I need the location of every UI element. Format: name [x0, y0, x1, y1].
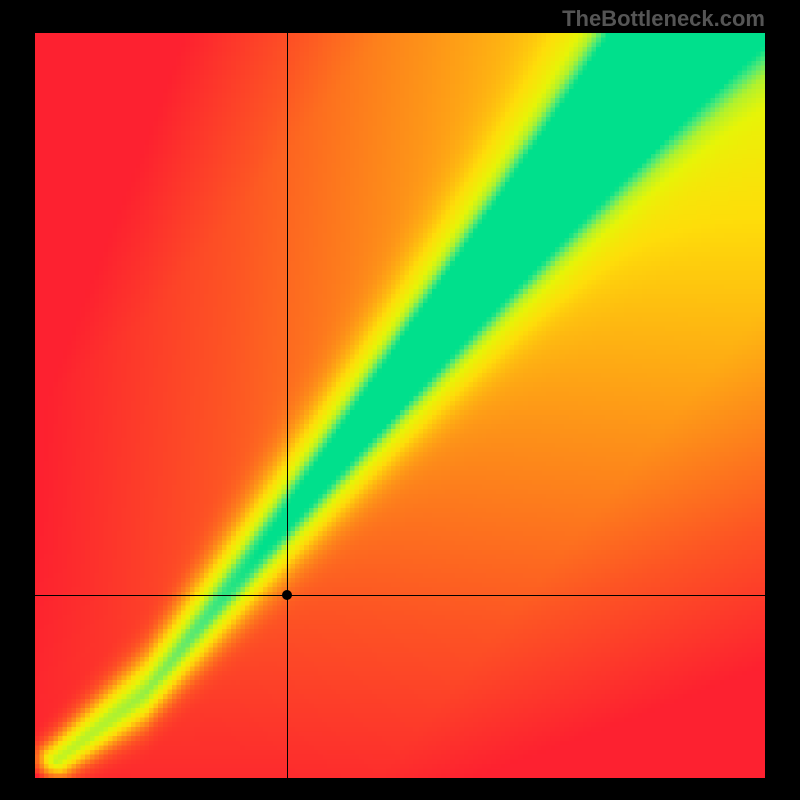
crosshair-marker-dot: [282, 590, 292, 600]
plot-area: [35, 33, 765, 778]
watermark-label: TheBottleneck.com: [562, 6, 765, 32]
crosshair-vertical-line: [287, 33, 288, 778]
chart-container: TheBottleneck.com: [0, 0, 800, 800]
heatmap-canvas: [35, 33, 765, 778]
crosshair-horizontal-line: [35, 595, 765, 596]
